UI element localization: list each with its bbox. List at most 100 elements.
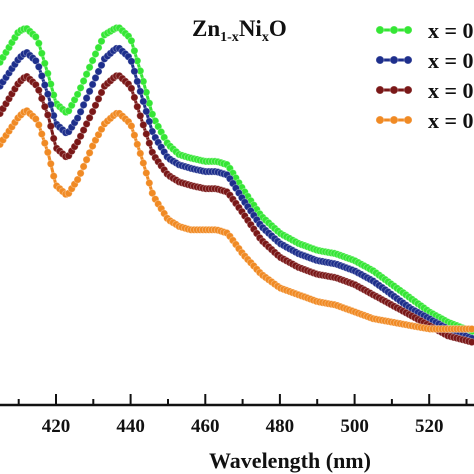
chart-title-subscript-1: 1-x xyxy=(220,30,239,45)
series-3-marker xyxy=(43,110,52,119)
series-3-marker xyxy=(34,86,43,95)
legend-item-1: x = 0 xyxy=(375,18,474,43)
series-3-marker xyxy=(133,102,142,111)
legend-swatch-marker xyxy=(403,85,413,95)
series-3-marker xyxy=(76,132,85,141)
series-4-marker xyxy=(46,159,55,168)
series-1-marker xyxy=(97,37,106,46)
series-layer xyxy=(0,23,474,347)
series-1-marker xyxy=(85,63,94,72)
legend-swatch-marker xyxy=(375,55,385,65)
series-2-marker xyxy=(40,81,49,90)
series-1-marker xyxy=(91,50,100,59)
series-3-marker xyxy=(91,101,100,110)
legend-item-4: x = 0 xyxy=(375,108,474,133)
series-2-marker xyxy=(136,87,145,96)
legend-label: x = 0 xyxy=(428,78,474,103)
series-1-marker xyxy=(94,43,103,52)
series-1-marker xyxy=(127,36,136,45)
x-tick-label: 460 xyxy=(191,416,220,437)
series-3-marker xyxy=(127,84,136,93)
series-4-marker xyxy=(40,139,49,148)
series-1-marker xyxy=(40,59,49,68)
series-4-marker xyxy=(43,148,52,157)
legend-label: x = 0 xyxy=(428,108,474,133)
series-2-marker xyxy=(142,107,151,116)
x-tick-layer: 420 440 460 480 500 520 xyxy=(17,394,468,437)
chart-title-part-1: Zn xyxy=(192,16,220,41)
series-4-marker xyxy=(73,175,82,184)
series-4-marker xyxy=(88,141,97,150)
series-4-marker xyxy=(133,140,142,149)
series-4-marker xyxy=(76,169,85,178)
series-1-marker xyxy=(88,56,97,65)
series-2-marker xyxy=(139,97,148,106)
series-2-marker xyxy=(34,62,43,71)
series-2-marker xyxy=(97,61,106,70)
series-4-marker xyxy=(145,178,154,187)
series-2-marker xyxy=(82,94,91,103)
series-2-marker xyxy=(43,90,52,99)
series-2-marker xyxy=(76,107,85,116)
chart-title: Zn1-xNixO xyxy=(192,16,287,45)
series-4-marker xyxy=(130,131,139,140)
series-2-marker xyxy=(37,71,46,80)
series-3-marker xyxy=(82,119,91,128)
series-3-marker xyxy=(88,107,97,116)
legend-swatch-marker xyxy=(403,115,413,125)
legend-swatch-marker xyxy=(403,25,413,35)
series-1-marker xyxy=(76,83,85,92)
series-1-marker xyxy=(37,49,46,58)
legend-item-2: x = 0 xyxy=(375,48,474,73)
series-1-marker xyxy=(73,90,82,99)
x-tick-label: 420 xyxy=(42,416,71,437)
legend-swatch-marker xyxy=(389,25,399,35)
series-4-marker xyxy=(142,168,151,177)
legend-swatch-marker xyxy=(389,85,399,95)
series-2-marker xyxy=(31,56,40,65)
series-2-marker xyxy=(88,80,97,89)
series-4-marker xyxy=(49,172,58,181)
series-4 xyxy=(0,106,474,333)
legend-swatch-marker xyxy=(389,55,399,65)
series-3-marker xyxy=(467,338,474,347)
legend-swatch-marker xyxy=(375,115,385,125)
series-2-marker xyxy=(79,100,88,109)
series-2-marker xyxy=(145,117,154,126)
series-1-marker xyxy=(82,70,91,79)
series-4-marker xyxy=(136,149,145,158)
series-3-marker xyxy=(142,129,151,138)
series-4-marker xyxy=(85,148,94,157)
series-4-marker xyxy=(467,325,474,333)
x-axis-label: Wavelength (nm) xyxy=(209,448,371,473)
x-tick-label: 480 xyxy=(266,416,295,437)
series-4-marker xyxy=(79,162,88,171)
legend-swatch-marker xyxy=(375,25,385,35)
chart-title-subscript-2: x xyxy=(262,30,269,45)
series-3-marker xyxy=(79,126,88,135)
series-2-marker xyxy=(133,77,142,86)
series-3 xyxy=(0,71,474,347)
legend-swatch-marker xyxy=(403,55,413,65)
series-1-marker xyxy=(148,110,157,119)
legend-item-3: x = 0 xyxy=(375,78,474,103)
series-1-marker xyxy=(31,32,40,41)
series-1-marker xyxy=(34,39,43,48)
series-2-marker xyxy=(130,67,139,76)
series-4-marker xyxy=(82,155,91,164)
series-4-marker xyxy=(34,120,43,129)
series-3-marker xyxy=(46,122,55,131)
series-3-marker xyxy=(139,120,148,129)
series-4-marker xyxy=(37,129,46,138)
series-4-marker xyxy=(127,122,136,131)
legend: x = 0 x = 0 x = 0 x = 0 xyxy=(375,18,474,133)
x-tick-label: 520 xyxy=(415,416,444,437)
series-3-marker xyxy=(145,139,154,148)
series-1-marker xyxy=(79,77,88,86)
series-2-marker xyxy=(73,114,82,123)
chart-title-part-2: Ni xyxy=(239,16,263,41)
series-2-marker xyxy=(127,57,136,66)
series-2 xyxy=(0,44,474,343)
series-3-marker xyxy=(49,134,58,143)
series-3-marker xyxy=(85,113,94,122)
